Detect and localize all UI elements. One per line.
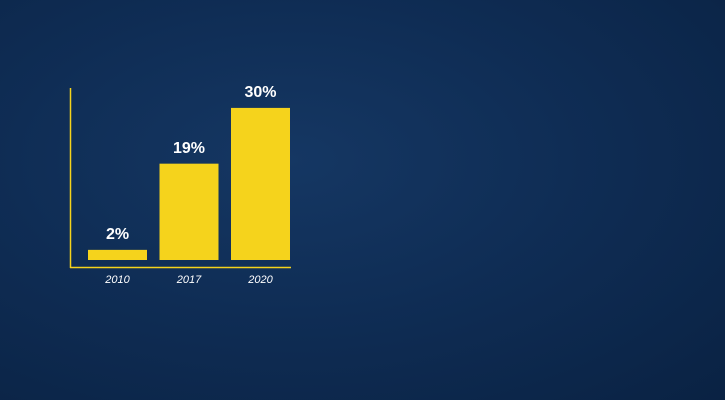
bar xyxy=(231,107,290,261)
x-tick-label: 2010 xyxy=(104,274,130,286)
value-label: 30% xyxy=(244,84,276,101)
value-label: 19% xyxy=(173,140,205,157)
bar xyxy=(159,163,219,260)
x-tick-label: 2020 xyxy=(247,274,273,286)
value-label: 2% xyxy=(106,226,129,243)
bar xyxy=(88,249,147,260)
x-tick-label: 2017 xyxy=(176,274,202,286)
